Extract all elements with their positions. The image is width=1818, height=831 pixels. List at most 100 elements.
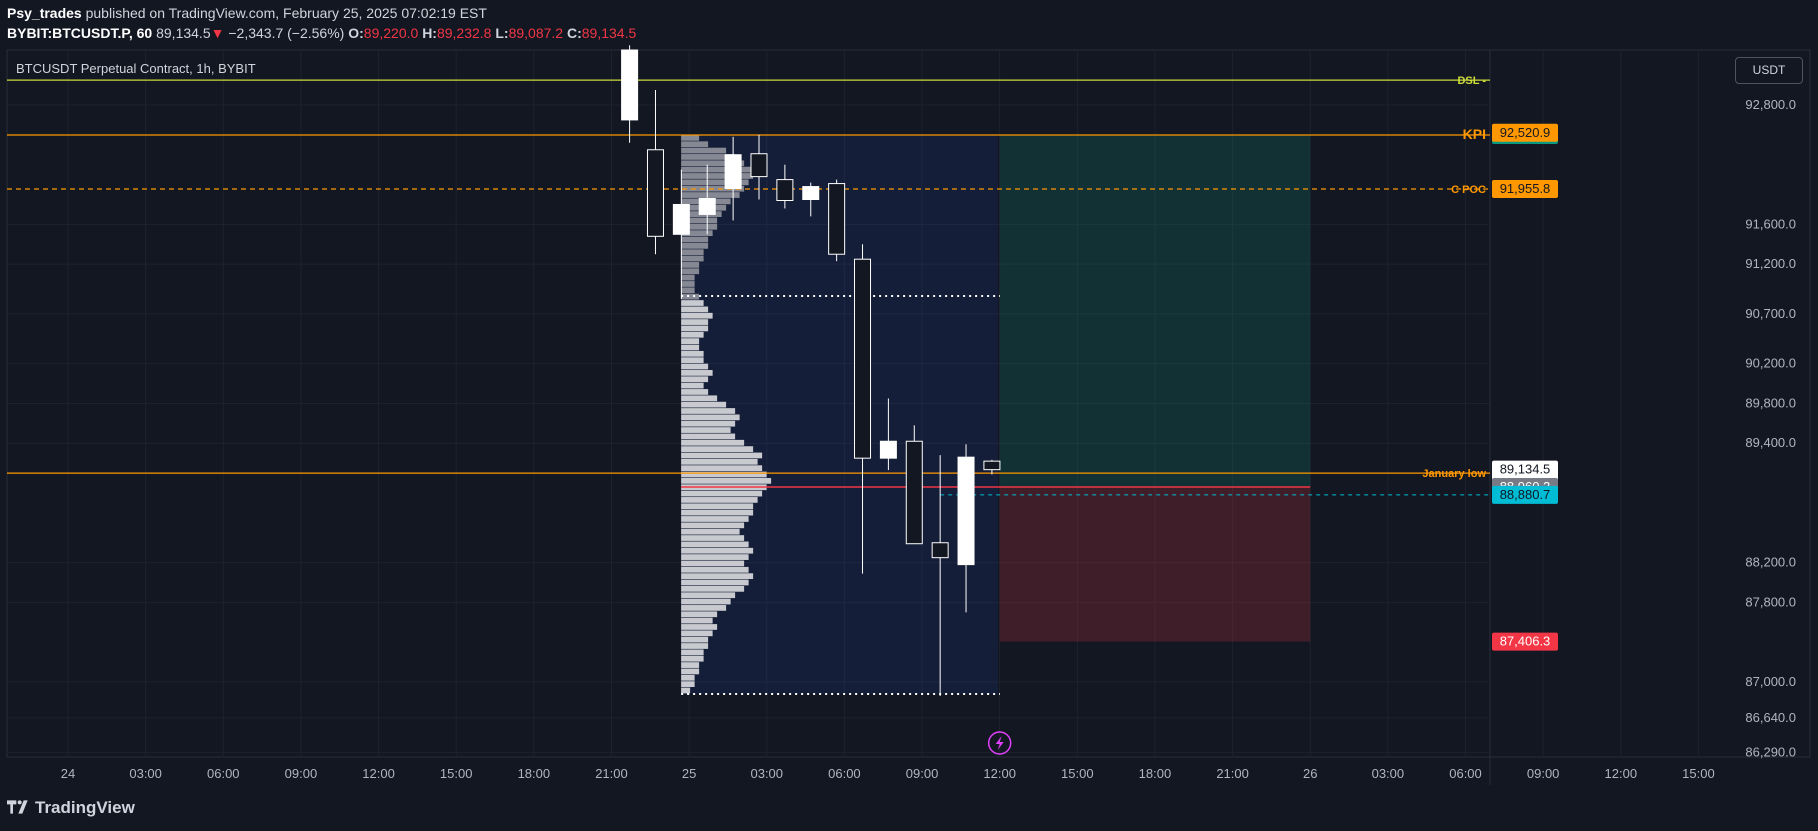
- low-label: L:: [495, 25, 509, 41]
- volume-profile-bar: [681, 401, 727, 408]
- position-target-zone: [999, 135, 1311, 487]
- volume-profile-bar: [681, 319, 709, 325]
- candle-body: [879, 440, 897, 459]
- volume-profile-bar: [681, 490, 763, 497]
- low-value: 89,087.2: [508, 25, 564, 41]
- volume-profile-bar: [681, 395, 718, 402]
- candle: [802, 182, 820, 217]
- volume-profile-bar: [681, 439, 745, 446]
- volume-profile-bar: [681, 522, 745, 529]
- tradingview-icon: [7, 800, 28, 814]
- candle-body: [724, 154, 742, 190]
- open-label: O:: [348, 25, 364, 41]
- candle: [983, 459, 1001, 475]
- volume-profile-bar: [681, 554, 749, 560]
- price-tag-bg: [1492, 485, 1558, 504]
- volume-profile-bar: [681, 503, 754, 510]
- close-value: 89,134.5: [581, 25, 637, 41]
- volume-profile-bar: [681, 509, 754, 516]
- price-tag: 88,880.7: [1500, 487, 1551, 502]
- volume-profile-bar: [681, 452, 763, 459]
- volume-profile-bar: [681, 617, 713, 624]
- volume-profile-bar: [681, 300, 704, 306]
- candle-body: [854, 258, 872, 459]
- x-tick-label: 12:00: [362, 766, 395, 781]
- tradingview-logo[interactable]: TradingView: [7, 798, 135, 818]
- candle-body: [828, 183, 846, 255]
- level-label: C POC: [1451, 184, 1486, 196]
- x-tick-label: 15:00: [440, 766, 473, 781]
- volume-profile-bar: [681, 566, 749, 573]
- volume-profile-bar: [681, 433, 736, 440]
- y-tick-label: 88,200.0: [1745, 555, 1796, 570]
- candle-body: [621, 49, 639, 121]
- candle-body: [802, 186, 820, 200]
- volume-profile-bar: [681, 674, 695, 681]
- last-price: 89,134.5: [156, 25, 211, 41]
- price-tag: 87,406.3: [1500, 634, 1551, 649]
- down-arrow-icon: ▼: [210, 25, 225, 41]
- currency-button[interactable]: USDT: [1735, 57, 1803, 84]
- volume-profile-bar: [681, 389, 709, 395]
- candle-body: [983, 460, 1001, 471]
- volume-profile-bar: [681, 497, 758, 503]
- volume-profile-bar: [681, 662, 700, 668]
- volume-profile-bar: [681, 192, 740, 198]
- symbol-name[interactable]: BYBIT:BTCUSDT.P, 60: [7, 25, 153, 41]
- volume-profile-bar: [681, 338, 700, 345]
- volume-profile-bar: [681, 528, 740, 535]
- volume-profile-bar: [681, 236, 709, 243]
- volume-profile-bar: [681, 281, 695, 287]
- price-tag-bg: [1492, 123, 1558, 142]
- y-tick-label: 86,640.0: [1745, 710, 1796, 725]
- volume-profile-bar: [681, 471, 767, 478]
- tradingview-brand: TradingView: [35, 798, 135, 817]
- volume-profile-bar: [681, 655, 704, 662]
- x-tick-label: 06:00: [1449, 766, 1482, 781]
- volume-profile-bar: [681, 681, 695, 688]
- chart-title: BTCUSDT Perpetual Contract, 1h, BYBIT: [16, 61, 256, 76]
- x-tick-label: 24: [61, 766, 75, 781]
- high-label: H:: [422, 25, 437, 41]
- volume-profile-bar: [681, 230, 713, 237]
- x-tick-label: 03:00: [750, 766, 783, 781]
- volume-profile-bar: [681, 516, 749, 522]
- candle-body: [957, 456, 975, 566]
- volume-profile-bar: [681, 306, 709, 313]
- candle: [957, 444, 975, 613]
- publish-info: Psy_trades published on TradingView.com,…: [7, 5, 487, 21]
- volume-profile-bar: [681, 274, 695, 281]
- volume-profile-bar: [681, 560, 745, 567]
- volume-profile-bar: [681, 579, 749, 586]
- volume-profile-bar: [681, 331, 704, 338]
- volume-profile-bar: [681, 624, 718, 630]
- volume-profile-bar: [681, 535, 745, 541]
- volume-profile-bar: [681, 255, 704, 262]
- candle: [672, 169, 690, 299]
- volume-profile-bar: [681, 598, 731, 605]
- high-value: 89,232.8: [436, 25, 492, 41]
- volume-profile-bar: [681, 458, 758, 465]
- x-tick-label: 18:00: [518, 766, 551, 781]
- y-tick-label: 87,800.0: [1745, 594, 1796, 609]
- volume-profile-bar: [681, 350, 704, 357]
- author-name[interactable]: Psy_trades: [7, 5, 82, 21]
- level-label: DSL -: [1457, 75, 1486, 87]
- volume-profile-bar: [681, 382, 704, 389]
- volume-profile-bar: [681, 465, 763, 472]
- volume-profile-bar: [681, 427, 731, 433]
- x-tick-label: 15:00: [1061, 766, 1094, 781]
- volume-profile-bar: [681, 592, 736, 599]
- volume-profile-bar: [681, 166, 754, 173]
- volume-profile-bar: [681, 420, 736, 427]
- volume-profile-bar: [681, 312, 713, 319]
- candle-body: [750, 153, 768, 178]
- volume-profile-bar: [681, 262, 700, 268]
- open-value: 89,220.0: [363, 25, 419, 41]
- volume-profile-bar: [681, 344, 700, 351]
- volume-profile-bar: [681, 446, 754, 452]
- price-change: −2,343.7 (−2.56%): [228, 25, 345, 41]
- volume-profile-bar: [681, 573, 754, 580]
- y-tick-label: 86,290.0: [1745, 745, 1796, 760]
